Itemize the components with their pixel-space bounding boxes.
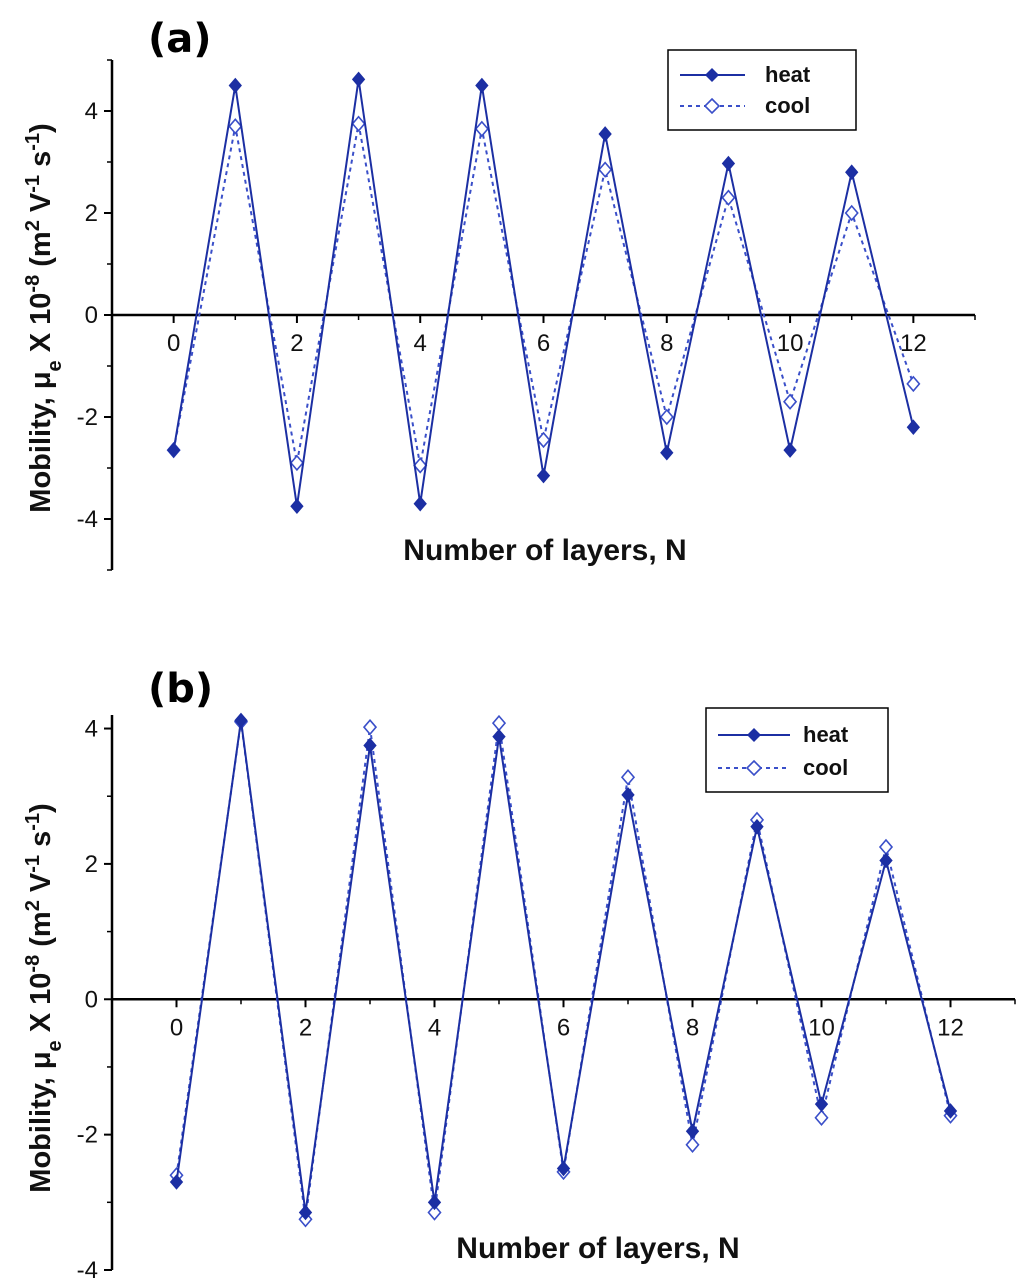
x-tick-label-a: 8 bbox=[660, 330, 673, 357]
legend-heat-marker-b bbox=[747, 728, 761, 742]
y-tick-label-a: -2 bbox=[77, 404, 98, 431]
data-point-heat-b bbox=[814, 1096, 829, 1112]
data-point-heat-a bbox=[228, 77, 242, 94]
data-point-heat-a bbox=[783, 442, 797, 458]
x-tick-label-a: 0 bbox=[167, 330, 180, 357]
x-axis-label-a: Number of layers, N bbox=[403, 534, 686, 567]
x-tick-label-b: 10 bbox=[808, 1014, 835, 1041]
series-line-cool-b bbox=[175, 721, 952, 1220]
panel-label-a: (a) bbox=[148, 16, 212, 62]
y-tick-label-a: 0 bbox=[85, 302, 98, 329]
data-point-cool-a bbox=[413, 457, 428, 474]
legend-box-b bbox=[705, 707, 889, 793]
legend-heat-label-b: heat bbox=[803, 722, 849, 747]
y-tick-label-b: -4 bbox=[77, 1257, 98, 1284]
legend-heat-label-a: heat bbox=[765, 62, 811, 87]
data-point-heat-b bbox=[234, 712, 248, 729]
y-tick-label-b: 0 bbox=[85, 986, 98, 1013]
legend-heat-marker-a bbox=[705, 68, 719, 82]
data-point-heat-b bbox=[685, 1123, 700, 1140]
data-point-heat-a bbox=[290, 498, 304, 515]
data-point-heat-a bbox=[721, 155, 736, 172]
y-tick-label-b: 2 bbox=[85, 851, 98, 878]
legend-cool-label-b: cool bbox=[803, 755, 848, 780]
data-point-heat-a bbox=[536, 467, 551, 484]
data-point-cool-a bbox=[659, 408, 674, 426]
y-axis-label-a: Mobility, μe X 10-8 (m2 V-1 s-1) bbox=[22, 123, 66, 512]
data-point-cool-b bbox=[491, 714, 507, 732]
legend-cool-marker-b bbox=[745, 759, 763, 777]
x-tick-label-b: 12 bbox=[937, 1014, 964, 1041]
y-tick-label-b: 4 bbox=[85, 716, 98, 743]
data-point-heat-b bbox=[879, 852, 893, 869]
data-point-heat-a bbox=[845, 164, 859, 180]
panel-label-b: (b) bbox=[148, 666, 213, 712]
legend-a: heat cool bbox=[667, 49, 857, 131]
data-point-cool-b bbox=[685, 1136, 700, 1154]
x-tick-label-b: 4 bbox=[428, 1014, 441, 1041]
data-point-heat-b bbox=[298, 1204, 313, 1221]
data-point-heat-a bbox=[475, 77, 489, 94]
data-point-heat-b bbox=[363, 737, 377, 754]
x-axis-label-b: Number of layers, N bbox=[456, 1232, 739, 1265]
data-point-heat-b bbox=[621, 787, 635, 803]
data-point-heat-a bbox=[351, 71, 366, 88]
data-point-heat-b bbox=[943, 1103, 958, 1119]
x-tick-label-a: 10 bbox=[777, 330, 804, 357]
data-point-cool-a bbox=[906, 375, 921, 393]
x-tick-label-a: 4 bbox=[414, 330, 427, 357]
data-point-cool-b bbox=[878, 838, 894, 856]
data-point-cool-a bbox=[474, 120, 489, 138]
data-point-cool-b bbox=[814, 1109, 829, 1126]
data-point-cool-a bbox=[536, 431, 551, 449]
chart-panel-b: (b) Mobility, μe X 10-8 (m2 V-1 s-1) Num… bbox=[22, 666, 1016, 1284]
legend-b: heat cool bbox=[705, 707, 889, 793]
data-point-cool-b bbox=[427, 1204, 442, 1221]
x-tick-label-a: 2 bbox=[290, 330, 303, 357]
data-point-cool-a bbox=[228, 118, 243, 135]
data-point-cool-a bbox=[598, 161, 613, 178]
data-point-cool-a bbox=[844, 204, 859, 222]
data-point-heat-b bbox=[750, 818, 764, 835]
x-tick-label-a: 12 bbox=[900, 330, 927, 357]
x-tick-label-b: 8 bbox=[686, 1014, 699, 1041]
data-point-cool-a bbox=[289, 454, 304, 472]
data-point-heat-b bbox=[427, 1194, 442, 1211]
legend-box-a bbox=[667, 49, 857, 131]
legend-cool-label-a: cool bbox=[765, 93, 810, 118]
y-tick-label-a: 2 bbox=[85, 200, 98, 227]
data-point-heat-a bbox=[906, 419, 921, 435]
x-tick-label-a: 6 bbox=[537, 330, 550, 357]
series-line-cool-a bbox=[172, 123, 915, 466]
data-point-heat-a bbox=[598, 126, 612, 142]
data-point-cool-a bbox=[351, 115, 366, 132]
x-tick-label-b: 6 bbox=[557, 1014, 570, 1041]
data-point-cool-b bbox=[620, 769, 636, 786]
data-point-heat-b bbox=[556, 1160, 571, 1177]
x-tick-label-b: 0 bbox=[170, 1014, 183, 1041]
chart-panel-a: (a) Mobility, μe X 10-8 (m2 V-1 s-1) Num… bbox=[22, 16, 976, 571]
data-point-heat-a bbox=[660, 444, 674, 461]
data-point-heat-b bbox=[492, 728, 506, 745]
x-tick-label-b: 2 bbox=[299, 1014, 312, 1041]
data-point-cool-b bbox=[362, 718, 378, 736]
y-tick-label-b: -2 bbox=[77, 1122, 98, 1149]
y-tick-label-a: -4 bbox=[77, 506, 98, 533]
data-point-heat-a bbox=[166, 442, 181, 458]
data-point-heat-a bbox=[413, 495, 427, 512]
y-axis-label-b: Mobility, μe X 10-8 (m2 V-1 s-1) bbox=[22, 803, 66, 1192]
data-point-cool-a bbox=[783, 393, 798, 410]
series-line-heat-b bbox=[175, 720, 952, 1213]
data-point-cool-a bbox=[721, 189, 736, 206]
data-point-heat-b bbox=[169, 1174, 184, 1190]
y-tick-label-a: 4 bbox=[85, 98, 98, 125]
legend-cool-marker-a bbox=[703, 97, 721, 115]
